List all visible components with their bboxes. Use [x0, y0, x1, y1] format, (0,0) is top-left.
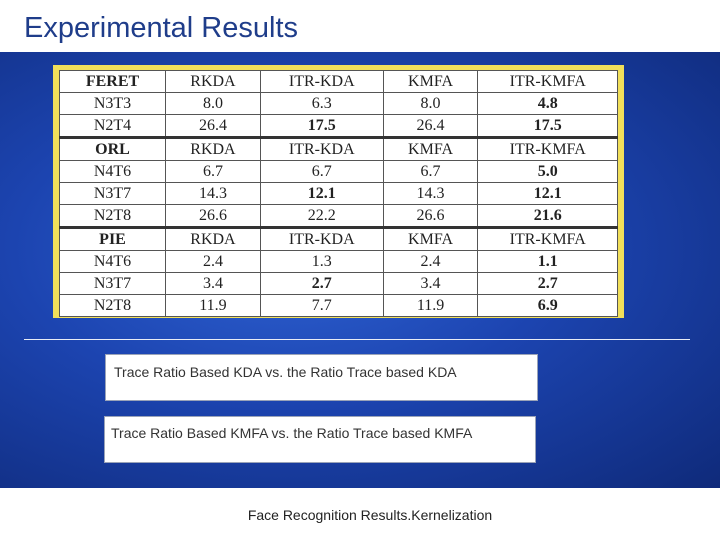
header-cell: ITR-KMFA	[477, 70, 618, 93]
slide-footer: Face Recognition Results.Kernelization	[247, 507, 493, 523]
table-cell: 17.5	[259, 114, 384, 138]
table-cell: 2.7	[259, 272, 384, 295]
header-cell: FERET	[58, 70, 167, 93]
results-table: FERET RKDA ITR-KDA KMFA ITR-KMFA N3T3 8.…	[58, 70, 618, 317]
table-cell: 1.1	[477, 250, 618, 273]
table-row: N2T8 11.9 7.7 11.9 6.9	[58, 294, 618, 317]
header-cell: ITR-KDA	[259, 136, 384, 161]
table-cell: 6.7	[259, 160, 384, 183]
table-cell: 26.6	[382, 204, 479, 228]
header-cell: KMFA	[382, 70, 479, 93]
table-cell: 2.7	[477, 272, 618, 295]
header-cell: ITR-KMFA	[477, 136, 618, 161]
table-row: N2T8 26.6 22.2 26.6 21.6	[58, 204, 618, 228]
table-cell: 21.6	[477, 204, 618, 228]
table-cell: 26.4	[165, 114, 261, 138]
table-cell: N3T3	[58, 92, 167, 115]
header-cell: ITR-KDA	[259, 226, 384, 251]
table-cell: 17.5	[477, 114, 618, 138]
table-cell: 8.0	[382, 92, 479, 115]
table-cell: 4.8	[477, 92, 618, 115]
table-cell: 5.0	[477, 160, 618, 183]
table-cell: 3.4	[382, 272, 479, 295]
table-header-row: ORL RKDA ITR-KDA KMFA ITR-KMFA	[58, 136, 618, 161]
kda-comparison-text: Trace Ratio Based KDA vs. the Ratio Trac…	[114, 364, 457, 380]
table-row: N4T6 2.4 1.3 2.4 1.1	[58, 250, 618, 273]
header-cell: RKDA	[165, 70, 261, 93]
header-cell: KMFA	[382, 136, 479, 161]
table-row: N3T7 3.4 2.7 3.4 2.7	[58, 272, 618, 295]
header-cell: ORL	[58, 136, 167, 161]
header-cell: ITR-KMFA	[477, 226, 618, 251]
table-cell: 6.7	[382, 160, 479, 183]
table-cell: 26.4	[382, 114, 479, 138]
header-cell: RKDA	[165, 136, 261, 161]
table-header-row: FERET RKDA ITR-KDA KMFA ITR-KMFA	[58, 70, 618, 93]
table-cell: 1.3	[259, 250, 384, 273]
results-table-frame: FERET RKDA ITR-KDA KMFA ITR-KMFA N3T3 8.…	[53, 65, 624, 318]
table-cell: 6.9	[477, 294, 618, 317]
table-cell: N2T4	[58, 114, 167, 138]
table-cell: N2T8	[58, 204, 167, 228]
table-cell: 2.4	[165, 250, 261, 273]
header-cell: KMFA	[382, 226, 479, 251]
table-row: N2T4 26.4 17.5 26.4 17.5	[58, 114, 618, 138]
table-cell: 8.0	[165, 92, 261, 115]
table-cell: 7.7	[259, 294, 384, 317]
table-row: N3T3 8.0 6.3 8.0 4.8	[58, 92, 618, 115]
table-cell: 3.4	[165, 272, 261, 295]
table-cell: 14.3	[382, 182, 479, 205]
table-cell: 6.3	[259, 92, 384, 115]
kmfa-comparison-note: Trace Ratio Based KMFA vs. the Ratio Tra…	[104, 416, 536, 463]
kmfa-comparison-text: Trace Ratio Based KMFA vs. the Ratio Tra…	[111, 425, 473, 441]
header-cell: PIE	[58, 226, 167, 251]
table-row: N3T7 14.3 12.1 14.3 12.1	[58, 182, 618, 205]
table-row: N4T6 6.7 6.7 6.7 5.0	[58, 160, 618, 183]
table-cell: 6.7	[165, 160, 261, 183]
table-cell: 22.2	[259, 204, 384, 228]
table-cell: N3T7	[58, 272, 167, 295]
table-cell: 2.4	[382, 250, 479, 273]
table-cell: 12.1	[477, 182, 618, 205]
table-cell: N4T6	[58, 250, 167, 273]
divider-line	[24, 339, 690, 340]
table-header-row: PIE RKDA ITR-KDA KMFA ITR-KMFA	[58, 226, 618, 251]
table-cell: N4T6	[58, 160, 167, 183]
header-cell: ITR-KDA	[259, 70, 384, 93]
table-cell: N2T8	[58, 294, 167, 317]
slide-title: Experimental Results	[24, 12, 298, 44]
table-cell: 26.6	[165, 204, 261, 228]
table-cell: 12.1	[259, 182, 384, 205]
table-cell: 11.9	[165, 294, 261, 317]
table-cell: 14.3	[165, 182, 261, 205]
table-cell: N3T7	[58, 182, 167, 205]
kda-comparison-note: Trace Ratio Based KDA vs. the Ratio Trac…	[105, 354, 538, 401]
table-cell: 11.9	[382, 294, 479, 317]
header-cell: RKDA	[165, 226, 261, 251]
